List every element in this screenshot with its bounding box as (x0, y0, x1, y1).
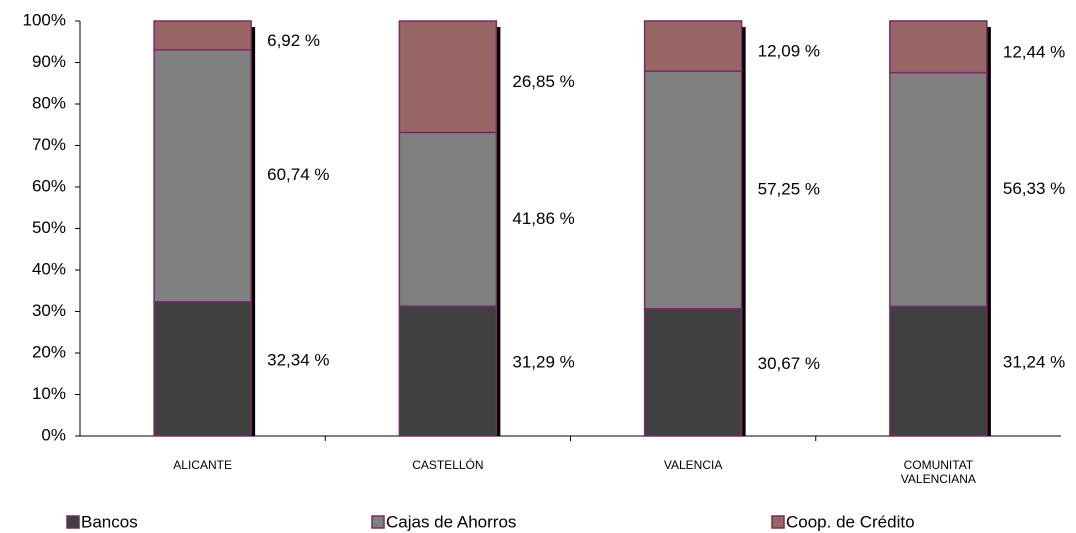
x-tick-label: VALENCIA (663, 458, 723, 472)
value-label: 41,86 % (512, 209, 574, 228)
bar-segment (398, 305, 498, 437)
y-tick-label: 30% (32, 301, 66, 320)
bar-segment (889, 20, 988, 74)
y-tick-label: 40% (32, 259, 66, 278)
legend-swatch (771, 515, 785, 529)
bar-segment (643, 70, 743, 310)
bar-shadow (251, 27, 256, 436)
value-label: 12,09 % (758, 42, 820, 61)
value-label: 32,34 % (267, 350, 329, 369)
x-tick-label: COMUNITAT VALENCIANA (900, 458, 976, 486)
y-tick-label: 80% (32, 93, 66, 112)
bar-shadow (986, 26, 991, 437)
value-label: 31,24 % (1003, 353, 1065, 372)
legend-label: Cajas de Ahorros (386, 512, 516, 531)
value-label: 31,29 % (512, 353, 574, 372)
bar-shadow (496, 27, 501, 436)
bar-segment (643, 20, 743, 72)
y-tick-label: 100% (23, 10, 66, 29)
y-tick-label: 70% (32, 135, 66, 154)
legend-label: Coop. de Crédito (786, 512, 915, 531)
bar-segment (153, 20, 252, 51)
y-tick-label: 90% (32, 52, 66, 71)
bar-segment (889, 71, 988, 308)
bar-shadow (741, 26, 746, 437)
value-label: 6,92 % (267, 31, 320, 50)
y-tick-label: 50% (32, 218, 66, 237)
bar-segment (643, 307, 743, 437)
y-tick-label: 0% (41, 425, 66, 444)
legend-swatch (371, 515, 385, 529)
legend-swatch (66, 515, 80, 529)
legend-label: Bancos (81, 512, 138, 531)
value-label: 26,85 % (512, 72, 574, 91)
y-tick-label: 10% (32, 384, 66, 403)
y-tick-label: 20% (32, 342, 66, 361)
bar-segment (889, 305, 988, 437)
value-label: 12,44 % (1003, 42, 1065, 61)
x-tick-label: CASTELLÓN (412, 458, 484, 472)
bar-segment (153, 48, 252, 303)
bar-segment (153, 301, 252, 437)
value-label: 60,74 % (267, 165, 329, 184)
bar-segment (398, 20, 498, 134)
y-tick-label: 60% (32, 176, 66, 195)
value-label: 56,33 % (1003, 179, 1065, 198)
bar-segment (398, 131, 498, 307)
value-label: 30,67 % (758, 354, 820, 373)
x-tick-label: ALICANTE (173, 458, 232, 472)
value-label: 57,25 % (758, 179, 820, 198)
